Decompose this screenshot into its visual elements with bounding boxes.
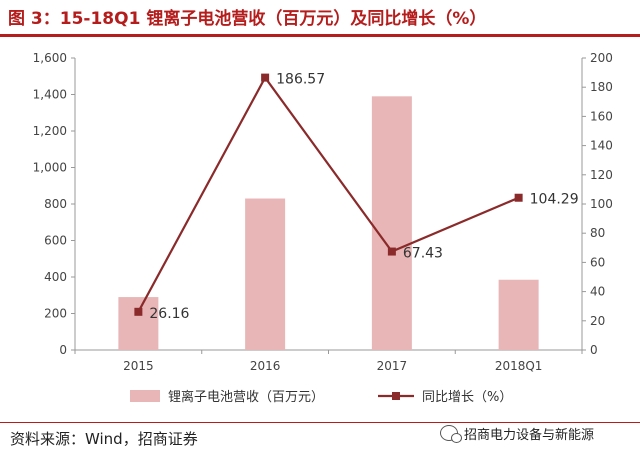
right-tick-label: 80 <box>590 226 605 240</box>
growth-data-label: 67.43 <box>403 246 443 262</box>
x-tick-label: 2018Q1 <box>495 359 543 373</box>
x-tick-label: 2016 <box>250 359 281 373</box>
right-tick-label: 140 <box>590 139 613 153</box>
left-tick-label: 1,200 <box>33 124 67 138</box>
growth-line <box>137 75 520 313</box>
right-tick-label: 160 <box>590 109 613 123</box>
left-tick-label: 600 <box>44 234 67 248</box>
legend-line-marker <box>392 392 400 400</box>
growth-data-label: 26.16 <box>149 306 189 322</box>
left-tick-label: 1,400 <box>33 88 67 102</box>
growth-marker-2017 <box>387 247 396 256</box>
growth-marker-2015 <box>134 307 143 316</box>
bar-2018Q1 <box>498 279 539 350</box>
right-tick-label: 200 <box>590 51 613 65</box>
right-tick-label: 180 <box>590 80 613 94</box>
right-tick-label: 100 <box>590 197 613 211</box>
right-tick-label: 0 <box>590 343 598 357</box>
legend-bar-label: 锂离子电池营收（百万元） <box>168 389 324 405</box>
legend-bar-swatch <box>130 390 160 402</box>
bar-2017 <box>371 96 412 350</box>
title-rule <box>0 34 640 37</box>
left-tick-label: 0 <box>59 343 67 357</box>
growth-marker-2016 <box>261 73 270 82</box>
watermark: 招商电力设备与新能源 <box>440 422 594 444</box>
source-note: 资料来源：Wind，招商证券 <box>10 430 198 448</box>
x-tick-label: 2015 <box>123 359 154 373</box>
legend-line-label: 同比增长（%） <box>422 390 512 405</box>
watermark-label: 招商电力设备与新能源 <box>464 427 595 443</box>
footer-rule <box>0 422 640 423</box>
bar-2015 <box>118 297 159 350</box>
growth-data-label: 186.57 <box>276 72 325 88</box>
wechat-icon <box>440 425 462 443</box>
left-tick-label: 1,000 <box>33 161 67 175</box>
right-tick-label: 20 <box>590 314 605 328</box>
left-tick-label: 200 <box>44 307 67 321</box>
bar-2016 <box>245 198 286 350</box>
chart-title: 图 3：15-18Q1 锂离子电池营收（百万元）及同比增长（%） <box>8 9 487 29</box>
chart: 0 200 400 600 800 1,000 1,200 1,400 1,600 0 20 40 60… <box>33 51 613 405</box>
growth-marker-2018Q1 <box>514 193 523 202</box>
left-tick-label: 1,600 <box>33 51 67 65</box>
x-tick-label: 2017 <box>377 359 408 373</box>
left-tick-label: 400 <box>44 270 67 284</box>
growth-data-label: 104.29 <box>530 192 579 208</box>
right-tick-label: 60 <box>590 255 605 269</box>
left-tick-label: 800 <box>44 197 67 211</box>
right-tick-label: 40 <box>590 285 605 299</box>
right-tick-label: 120 <box>590 168 613 182</box>
